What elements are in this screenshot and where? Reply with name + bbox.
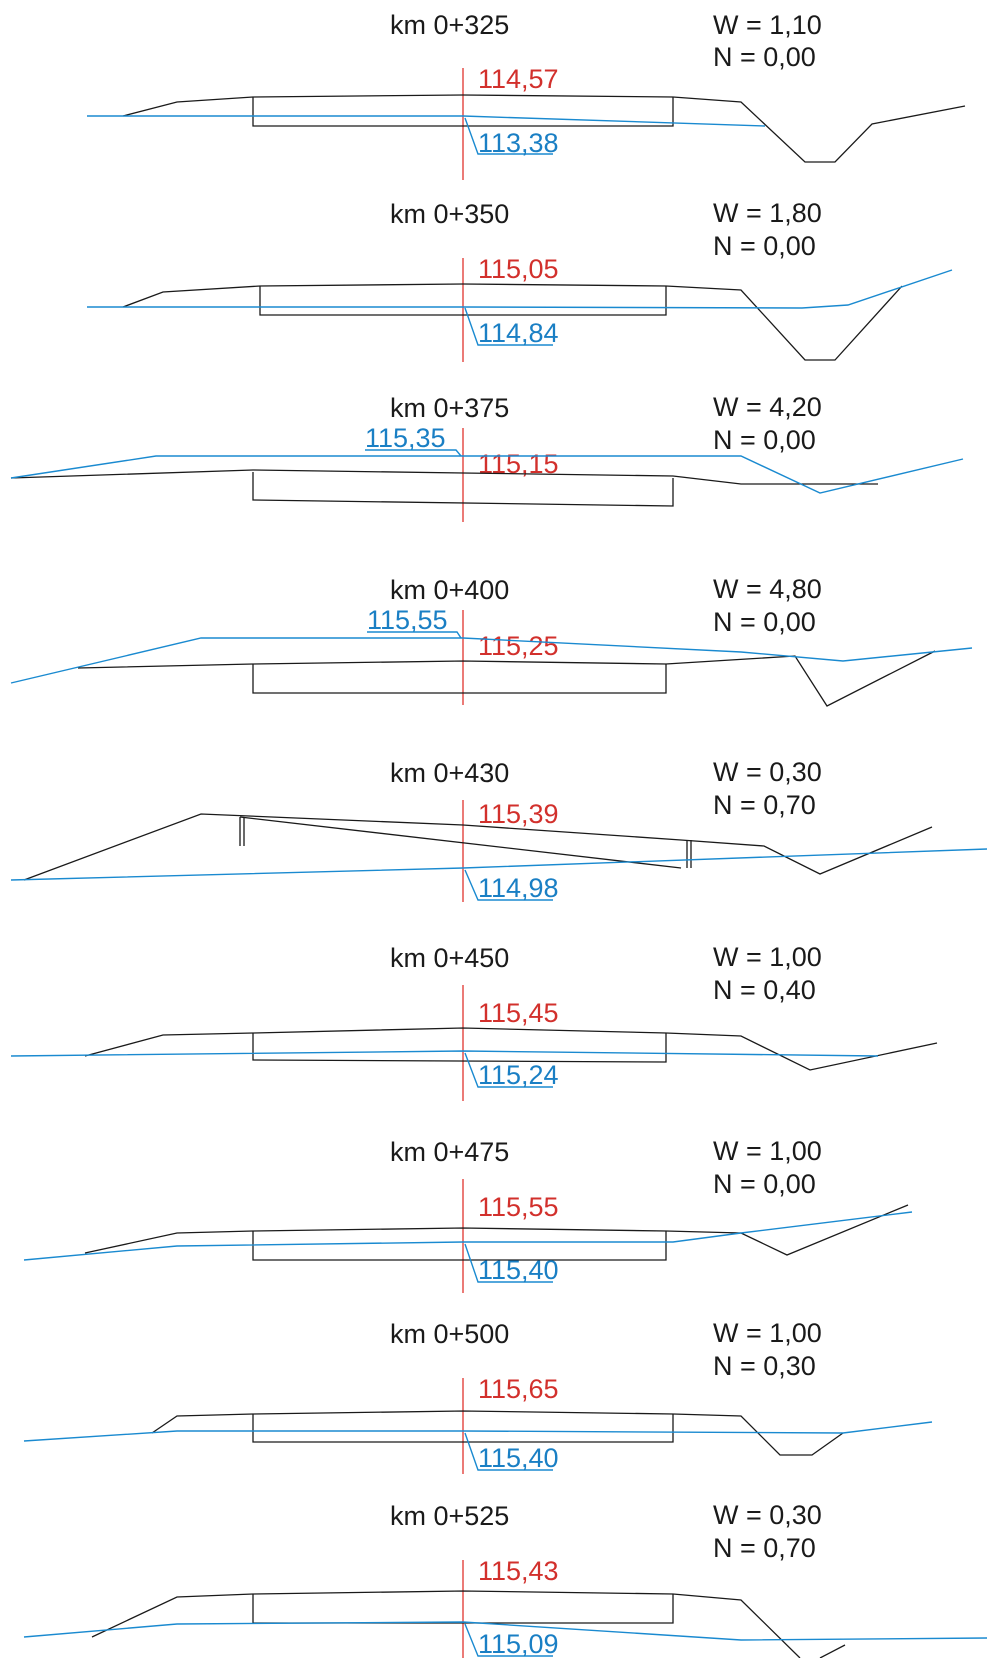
ground-elevation: 115,09 xyxy=(478,1629,559,1658)
w-value: W = 1,10 xyxy=(713,10,822,40)
design-elevation: 115,05 xyxy=(478,254,559,284)
w-value: W = 1,00 xyxy=(713,1136,822,1166)
design-elevation: 115,43 xyxy=(478,1556,559,1586)
design-profile xyxy=(84,1204,909,1256)
ground-leader xyxy=(464,1243,553,1283)
ground-elevation: 113,38 xyxy=(478,128,559,158)
pavement-box xyxy=(252,1414,674,1443)
ground-leader xyxy=(464,1432,553,1471)
cross-section-km-0-475: km 0+475 W = 1,00 N = 0,00 115,55 115,40 xyxy=(23,1136,913,1293)
ground-leader xyxy=(464,1052,553,1088)
ground-elevation: 115,40 xyxy=(478,1255,559,1285)
design-elevation: 114,57 xyxy=(478,64,559,94)
w-value: W = 1,80 xyxy=(713,198,822,228)
design-profile xyxy=(84,1027,938,1071)
design-elevation: 115,25 xyxy=(478,631,559,661)
cross-section-km-0-350: km 0+350 W = 1,80 N = 0,00 115,05 114,84 xyxy=(87,198,953,362)
station-label: km 0+325 xyxy=(390,10,509,40)
w-value: W = 0,30 xyxy=(713,1500,822,1530)
pavement-box xyxy=(252,1231,667,1261)
ground-profile xyxy=(10,637,973,684)
ground-elevation: 115,24 xyxy=(478,1060,559,1090)
pavement-box xyxy=(252,1033,667,1063)
design-profile xyxy=(122,94,966,163)
ground-profile xyxy=(10,848,987,881)
ground-leader xyxy=(464,307,553,346)
design-elevation: 115,55 xyxy=(478,1192,559,1222)
design-profile xyxy=(91,1590,801,1658)
ground-elevation: 115,40 xyxy=(478,1443,559,1473)
n-value: N = 0,70 xyxy=(713,1533,816,1563)
cross-section-km-0-500: km 0+500 W = 1,00 N = 0,30 115,65 115,40 xyxy=(23,1318,933,1474)
ground-leader xyxy=(464,1623,553,1657)
n-value: N = 0,00 xyxy=(713,607,816,637)
w-value: W = 4,20 xyxy=(713,392,822,422)
station-label: km 0+450 xyxy=(390,943,509,973)
cross-section-km-0-375: km 0+375 W = 4,20 N = 0,00 115,15 115,35 xyxy=(10,392,964,522)
pavement-box xyxy=(252,1594,674,1624)
pavement-bottom xyxy=(239,816,682,869)
design-profile xyxy=(23,813,933,881)
ground-elevation: 115,35 xyxy=(365,423,446,453)
ground-leader xyxy=(365,449,462,457)
n-value: N = 0,40 xyxy=(713,975,816,1005)
pavement-box xyxy=(252,472,674,507)
station-label: km 0+525 xyxy=(390,1501,509,1531)
ground-profile xyxy=(10,1050,879,1057)
n-value: N = 0,00 xyxy=(713,1169,816,1199)
ground-elevation: 115,55 xyxy=(367,605,448,635)
cross-section-km-0-325: km 0+325 W = 1,10 N = 0,00 114,57 113,38 xyxy=(87,10,966,180)
cross-section-km-0-525: km 0+525 W = 0,30 N = 0,70 115,43 115,09 xyxy=(23,1500,987,1658)
cross-section-km-0-400: km 0+400 W = 4,80 N = 0,00 115,25 115,55 xyxy=(10,574,973,707)
ground-profile xyxy=(23,1621,987,1641)
ground-leader xyxy=(367,631,462,639)
station-label: km 0+350 xyxy=(390,199,509,229)
ground-leader xyxy=(464,869,553,901)
w-value: W = 1,00 xyxy=(713,942,822,972)
n-value: N = 0,00 xyxy=(713,425,816,455)
ground-elevation: 114,98 xyxy=(478,873,559,903)
ground-profile xyxy=(87,269,953,309)
design-elevation: 115,39 xyxy=(478,799,559,829)
station-label: km 0+500 xyxy=(390,1319,509,1349)
n-value: N = 0,30 xyxy=(713,1351,816,1381)
w-value: W = 0,30 xyxy=(713,757,822,787)
station-label: km 0+475 xyxy=(390,1137,509,1167)
n-value: N = 0,00 xyxy=(713,42,816,72)
w-value: W = 4,80 xyxy=(713,574,822,604)
station-label: km 0+375 xyxy=(390,393,509,423)
ground-leader xyxy=(464,117,553,155)
ground-profile xyxy=(10,455,964,494)
w-value: W = 1,00 xyxy=(713,1318,822,1348)
cross-section-km-0-450: km 0+450 W = 1,00 N = 0,40 115,45 115,24 xyxy=(10,942,938,1101)
design-profile-right-end xyxy=(819,1644,846,1658)
n-value: N = 0,70 xyxy=(713,790,816,820)
ground-profile xyxy=(23,1421,933,1442)
pavement-box xyxy=(252,664,667,694)
design-profile xyxy=(10,469,878,485)
design-elevation: 115,45 xyxy=(478,998,559,1028)
station-label: km 0+400 xyxy=(390,575,509,605)
ground-elevation: 114,84 xyxy=(478,318,559,348)
station-label: km 0+430 xyxy=(390,758,509,788)
pavement-box xyxy=(252,97,674,127)
n-value: N = 0,00 xyxy=(713,231,816,261)
design-elevation: 115,65 xyxy=(478,1374,559,1404)
ground-profile xyxy=(23,1211,913,1261)
ground-profile xyxy=(87,115,766,127)
cross-section-km-0-430: km 0+430 W = 0,30 N = 0,70 115,39 114,98 xyxy=(10,757,987,903)
pavement-box xyxy=(259,286,667,316)
